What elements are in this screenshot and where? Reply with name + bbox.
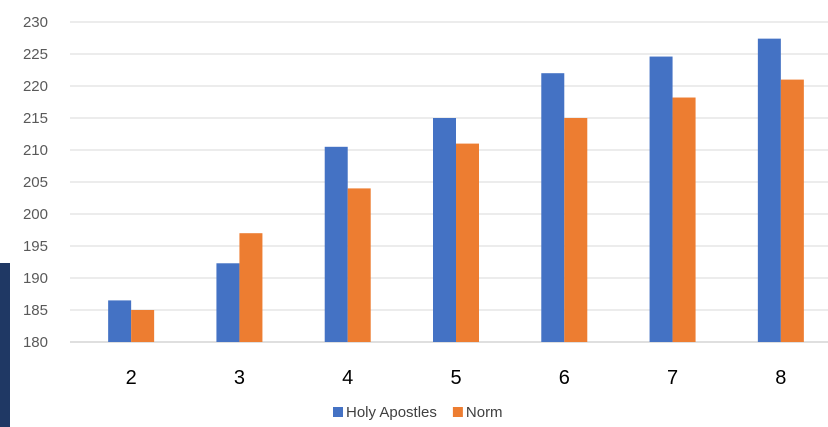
x-tick-label: 7 bbox=[667, 367, 678, 389]
bar-norm-5 bbox=[456, 143, 479, 342]
y-tick-label: 185 bbox=[23, 302, 48, 319]
x-tick-label: 4 bbox=[342, 367, 353, 389]
legend-label[interactable]: Holy Apostles bbox=[346, 404, 437, 421]
y-tick-label: 200 bbox=[23, 206, 48, 223]
bar-holy-apostles-8 bbox=[757, 38, 781, 342]
bar-holy-apostles-4 bbox=[324, 146, 348, 342]
y-tick-label: 210 bbox=[23, 142, 48, 159]
legend-label[interactable]: Norm bbox=[466, 404, 503, 421]
x-tick-label: 6 bbox=[559, 367, 570, 389]
bar-norm-3 bbox=[239, 233, 263, 342]
x-tick-label: 2 bbox=[126, 367, 137, 389]
bar-holy-apostles-2 bbox=[108, 300, 132, 342]
bars bbox=[108, 38, 804, 343]
bar-holy-apostles-5 bbox=[433, 118, 456, 342]
gridlines bbox=[70, 21, 828, 343]
legend-swatch-norm bbox=[452, 407, 463, 417]
y-tick-label: 225 bbox=[23, 46, 48, 63]
y-tick-label: 195 bbox=[23, 238, 48, 255]
bar-norm-8 bbox=[780, 79, 804, 342]
bar-norm-4 bbox=[347, 188, 371, 342]
y-axis-ticks: 180 185 190 195 200 205 210 215 220 225 230 bbox=[23, 14, 48, 351]
y-tick-label: 230 bbox=[23, 14, 48, 31]
legend[interactable]: Holy Apostles Norm bbox=[333, 404, 503, 421]
bar-holy-apostles-6 bbox=[541, 73, 565, 342]
bar-norm-2 bbox=[131, 310, 155, 342]
left-edge-strip bbox=[0, 263, 10, 427]
x-axis-ticks: 2 3 4 5 6 7 8 bbox=[126, 367, 787, 389]
y-tick-label: 215 bbox=[23, 110, 48, 127]
bar-holy-apostles-3 bbox=[216, 263, 240, 342]
x-tick-label: 5 bbox=[450, 367, 461, 389]
y-tick-label: 180 bbox=[23, 334, 48, 351]
legend-swatch-holy-apostles bbox=[333, 407, 343, 417]
y-tick-label: 190 bbox=[23, 270, 48, 287]
bar-norm-7 bbox=[672, 97, 696, 343]
y-tick-label: 220 bbox=[23, 78, 48, 95]
y-tick-label: 205 bbox=[23, 174, 48, 191]
x-tick-label: 3 bbox=[234, 367, 245, 389]
x-tick-label: 8 bbox=[775, 367, 786, 389]
bar-holy-apostles-7 bbox=[649, 56, 673, 343]
bar-norm-6 bbox=[564, 118, 588, 342]
